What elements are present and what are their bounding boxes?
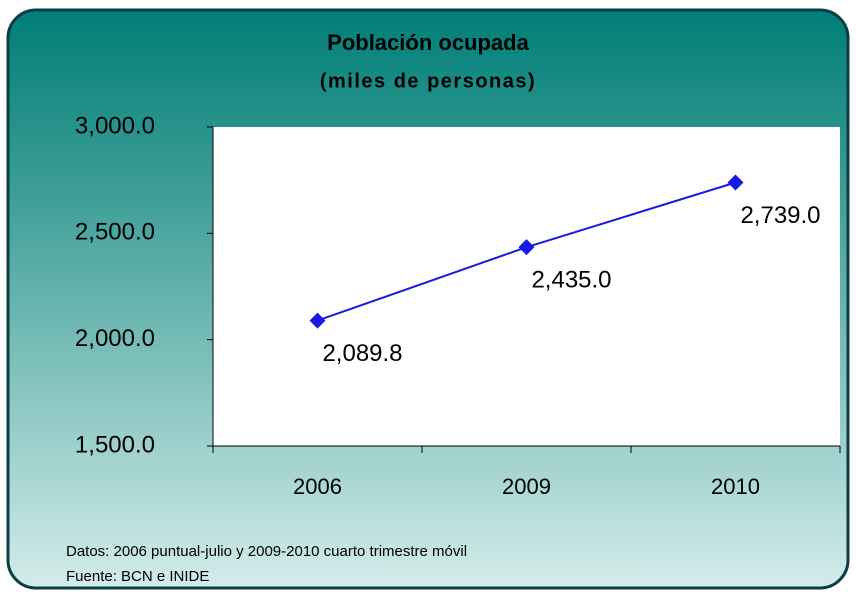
y-tick-label: 3,000.0 [75,112,155,139]
plot-area [213,127,840,446]
footnote: Fuente: BCN e INIDE [66,568,209,585]
chart-title: Población ocupada [327,30,529,55]
data-label: 2,739.0 [740,202,820,229]
y-tick-label: 2,000.0 [75,325,155,352]
chart-subtitle: (miles de personas) [320,70,536,92]
x-tick-label: 2009 [502,474,551,499]
marker [727,174,744,191]
footnote: Datos: 2006 puntual-julio y 2009-2010 cu… [66,543,467,560]
data-label: 2,435.0 [531,267,611,294]
marker [309,312,326,329]
x-tick-label: 2006 [293,474,342,499]
x-tick-label: 2010 [711,474,760,499]
marker [518,239,535,256]
y-tick-label: 2,500.0 [75,219,155,246]
data-label: 2,089.8 [322,340,402,367]
y-tick-label: 1,500.0 [75,431,155,458]
